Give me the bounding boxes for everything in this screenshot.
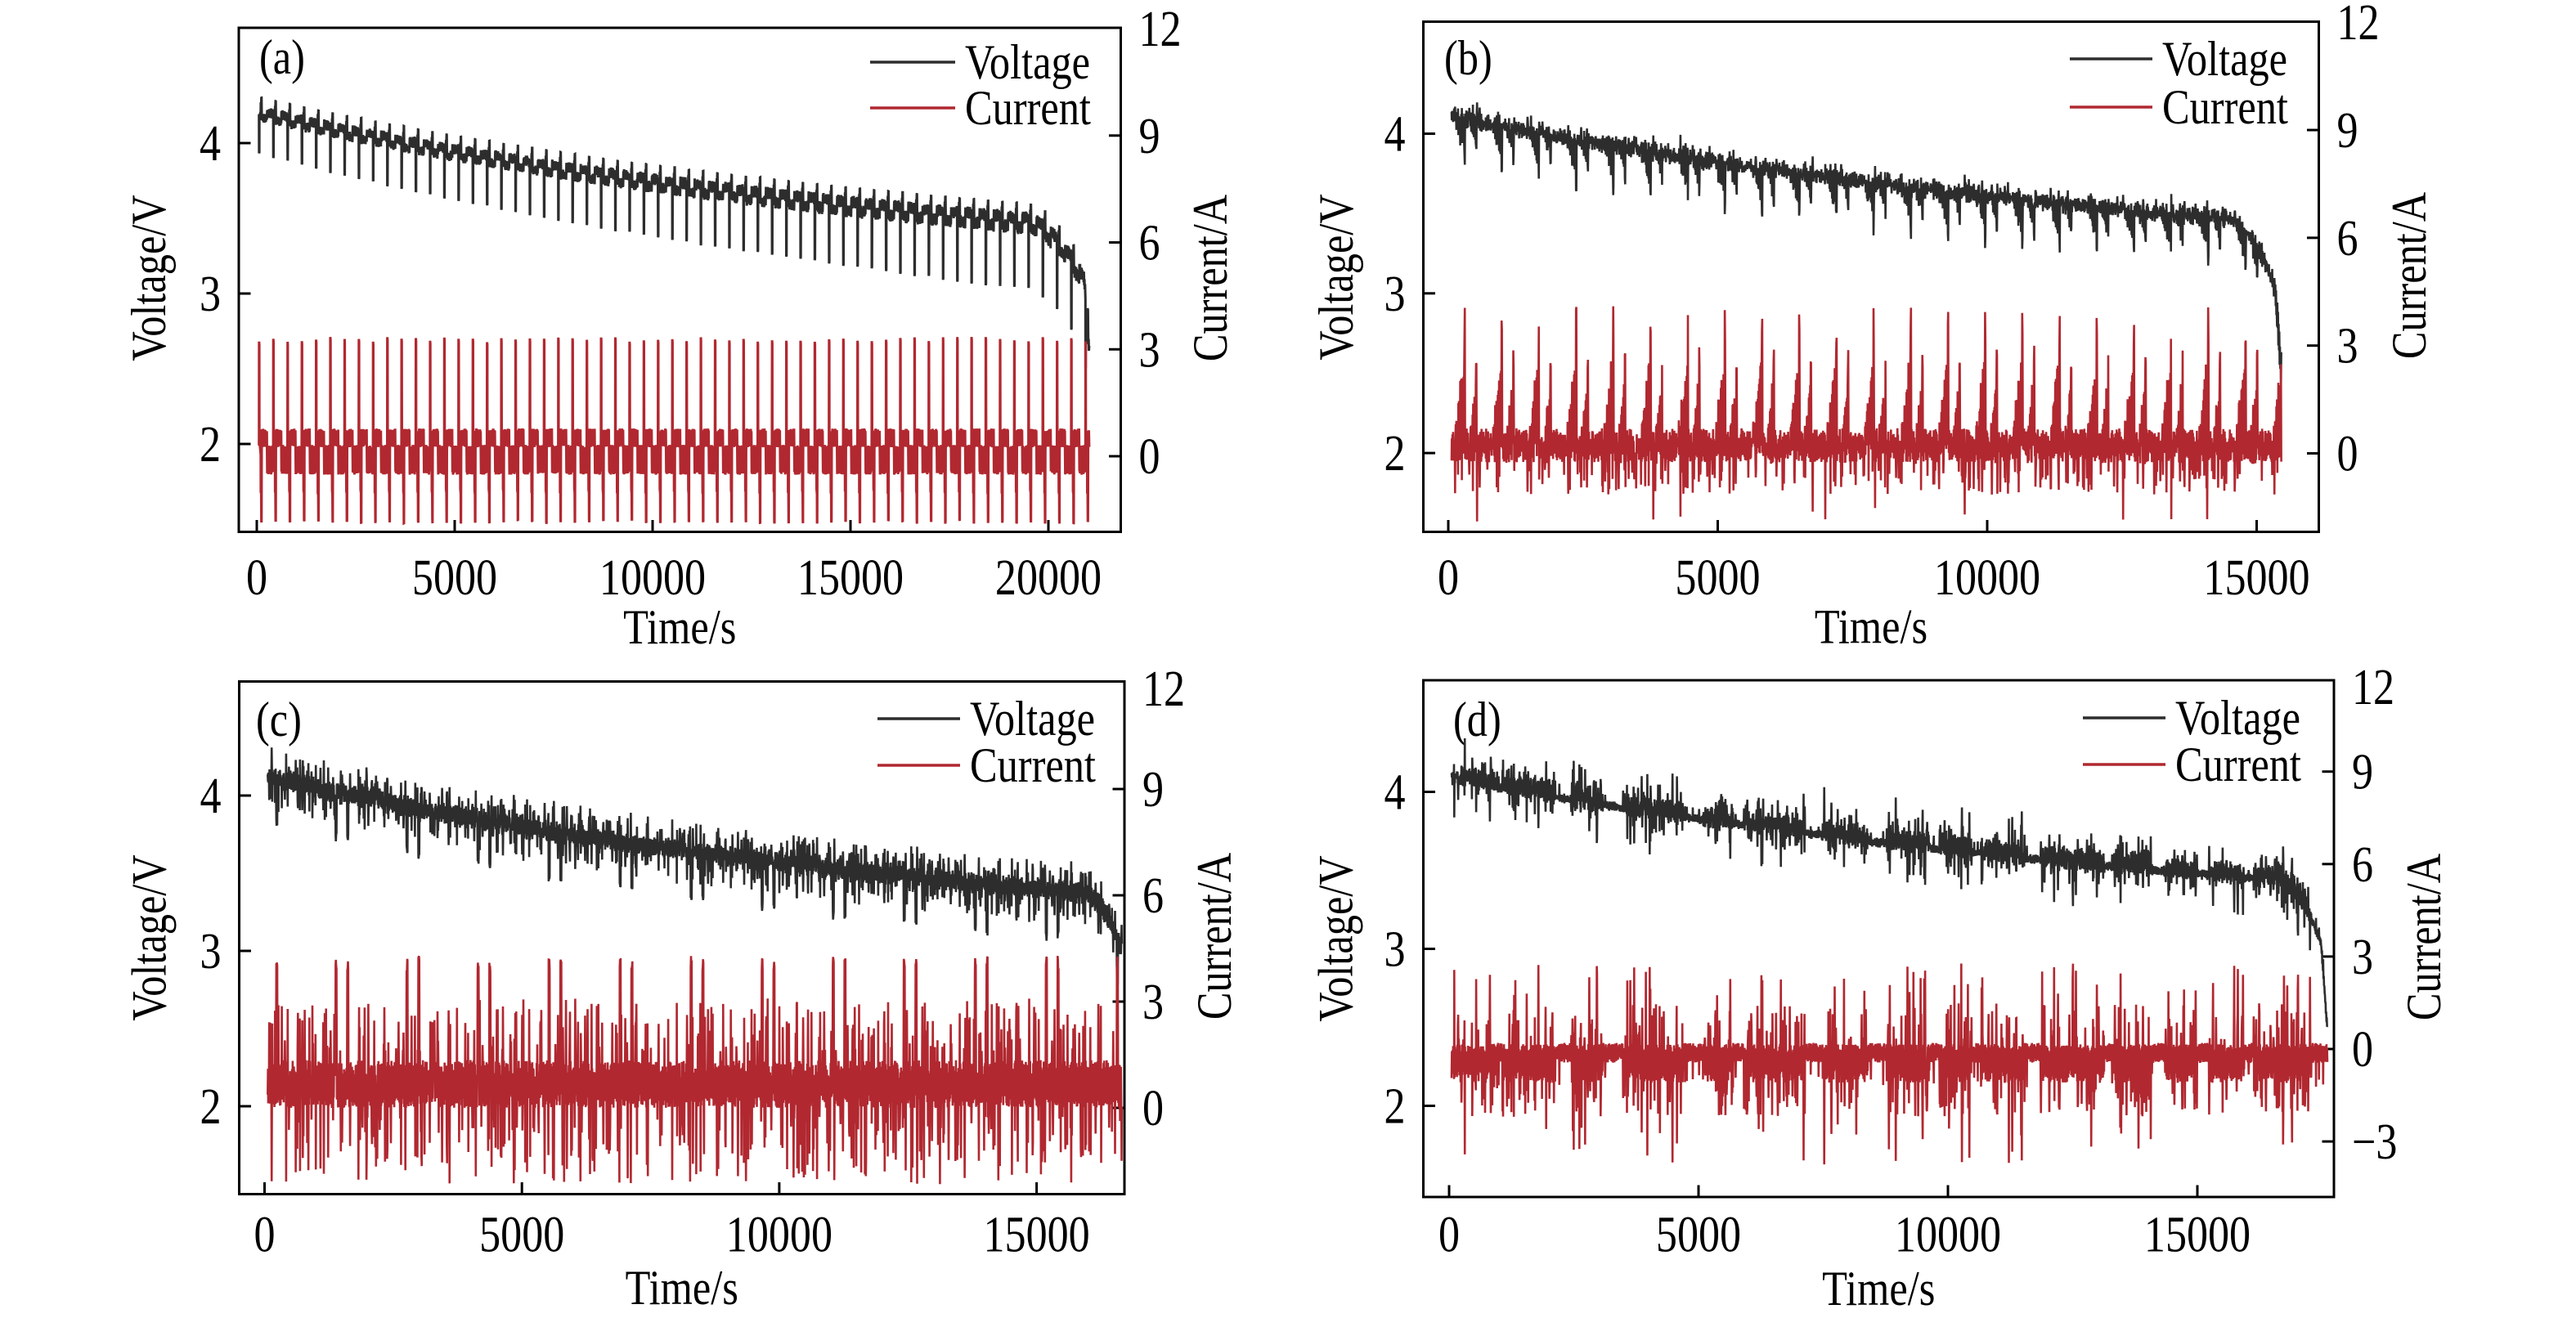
svg-text:20000: 20000 bbox=[995, 550, 1102, 606]
svg-text:2: 2 bbox=[1384, 426, 1405, 482]
svg-text:9: 9 bbox=[2337, 103, 2358, 159]
svg-text:10000: 10000 bbox=[1934, 550, 2040, 606]
svg-text:4: 4 bbox=[200, 116, 221, 172]
svg-text:Current: Current bbox=[970, 738, 1096, 792]
svg-text:Voltage/V: Voltage/V bbox=[122, 854, 176, 1020]
svg-text:Time/s: Time/s bbox=[626, 1261, 738, 1315]
svg-text:6: 6 bbox=[2337, 211, 2358, 267]
svg-text:3: 3 bbox=[1384, 921, 1405, 977]
svg-text:0: 0 bbox=[1142, 1081, 1164, 1136]
svg-text:5000: 5000 bbox=[1656, 1207, 1741, 1262]
svg-text:(b): (b) bbox=[1444, 31, 1492, 85]
svg-text:Current: Current bbox=[965, 81, 1091, 135]
svg-text:12: 12 bbox=[1139, 2, 1182, 57]
svg-text:Voltage/V: Voltage/V bbox=[1308, 855, 1362, 1021]
svg-text:Time/s: Time/s bbox=[1822, 1262, 1935, 1316]
svg-text:9: 9 bbox=[1139, 109, 1160, 164]
svg-text:Time/s: Time/s bbox=[623, 600, 736, 654]
svg-text:Current/A: Current/A bbox=[2397, 854, 2451, 1020]
svg-text:Voltage: Voltage bbox=[970, 692, 1095, 746]
svg-text:3: 3 bbox=[200, 267, 221, 322]
svg-text:10000: 10000 bbox=[1895, 1207, 2001, 1262]
svg-text:6: 6 bbox=[1142, 868, 1164, 924]
svg-text:Time/s: Time/s bbox=[1815, 599, 1928, 653]
svg-text:Current/A: Current/A bbox=[2382, 192, 2436, 359]
svg-text:0: 0 bbox=[254, 1207, 275, 1262]
svg-text:2: 2 bbox=[200, 1079, 221, 1135]
svg-text:−3: −3 bbox=[2352, 1114, 2397, 1170]
svg-text:4: 4 bbox=[1384, 106, 1405, 162]
svg-text:Current/A: Current/A bbox=[1187, 853, 1241, 1020]
svg-text:15000: 15000 bbox=[797, 550, 904, 606]
svg-text:6: 6 bbox=[1139, 215, 1160, 271]
svg-text:3: 3 bbox=[2337, 319, 2358, 374]
svg-text:0: 0 bbox=[1438, 550, 1459, 606]
svg-text:0: 0 bbox=[2337, 426, 2358, 482]
svg-text:0: 0 bbox=[1438, 1207, 1460, 1262]
svg-text:Voltage/V: Voltage/V bbox=[122, 195, 176, 361]
svg-text:15000: 15000 bbox=[984, 1207, 1090, 1262]
svg-text:0: 0 bbox=[1139, 429, 1160, 485]
svg-text:0: 0 bbox=[2352, 1022, 2373, 1078]
svg-text:(d): (d) bbox=[1453, 693, 1501, 746]
svg-text:Voltage/V: Voltage/V bbox=[1309, 194, 1363, 360]
svg-text:12: 12 bbox=[2337, 0, 2380, 51]
svg-text:6: 6 bbox=[2352, 837, 2373, 893]
svg-text:0: 0 bbox=[246, 550, 267, 606]
svg-text:3: 3 bbox=[1384, 267, 1405, 322]
svg-text:9: 9 bbox=[1142, 762, 1164, 818]
svg-text:15000: 15000 bbox=[2144, 1207, 2251, 1262]
svg-text:3: 3 bbox=[1142, 975, 1164, 1030]
svg-text:10000: 10000 bbox=[599, 550, 706, 606]
svg-text:3: 3 bbox=[1139, 322, 1160, 378]
svg-text:10000: 10000 bbox=[726, 1207, 832, 1262]
svg-text:12: 12 bbox=[1142, 661, 1185, 717]
svg-text:15000: 15000 bbox=[2203, 550, 2309, 606]
svg-text:Voltage: Voltage bbox=[2175, 691, 2300, 745]
svg-text:9: 9 bbox=[2352, 745, 2373, 800]
svg-text:Current: Current bbox=[2162, 80, 2288, 134]
svg-text:2: 2 bbox=[200, 417, 221, 473]
svg-text:3: 3 bbox=[2352, 930, 2373, 985]
svg-text:(a): (a) bbox=[259, 30, 305, 84]
svg-text:5000: 5000 bbox=[412, 550, 497, 606]
svg-text:12: 12 bbox=[2352, 660, 2394, 715]
svg-text:4: 4 bbox=[1384, 764, 1405, 820]
svg-text:Voltage: Voltage bbox=[965, 35, 1090, 89]
svg-text:Current: Current bbox=[2175, 737, 2301, 791]
svg-text:5000: 5000 bbox=[1675, 550, 1760, 606]
svg-text:Current/A: Current/A bbox=[1183, 195, 1237, 361]
svg-text:5000: 5000 bbox=[479, 1207, 564, 1262]
svg-text:(c): (c) bbox=[256, 693, 302, 746]
svg-text:2: 2 bbox=[1384, 1078, 1405, 1134]
svg-text:4: 4 bbox=[200, 769, 221, 824]
svg-text:3: 3 bbox=[200, 924, 221, 980]
svg-text:Voltage: Voltage bbox=[2162, 32, 2287, 86]
